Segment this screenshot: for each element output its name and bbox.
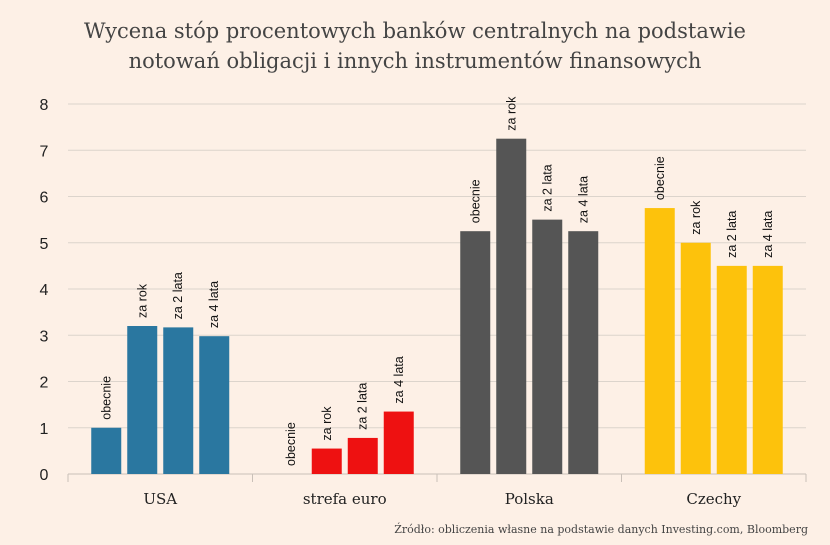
bar bbox=[383, 411, 414, 474]
bar bbox=[496, 138, 527, 474]
bar-label: obecnie bbox=[653, 156, 667, 200]
bar-label: obecnie bbox=[284, 422, 298, 466]
y-tick-label: 4 bbox=[40, 282, 49, 299]
y-tick-label: 7 bbox=[40, 143, 49, 160]
bar bbox=[644, 208, 675, 474]
bar bbox=[91, 427, 122, 474]
y-tick-label: 5 bbox=[40, 236, 49, 253]
bar bbox=[127, 326, 158, 474]
bar bbox=[311, 448, 342, 474]
bar bbox=[680, 242, 711, 474]
bars: obecnie za rok za 2 lata za 4 lata obecnie za… bbox=[91, 96, 783, 474]
chart-title-line-2: notowań obligacji i innych instrumentów … bbox=[129, 49, 702, 73]
bar bbox=[752, 265, 783, 474]
bar-label: za 4 lata bbox=[207, 281, 221, 328]
chart-title-line-1: Wycena stóp procentowych banków centraln… bbox=[84, 19, 746, 43]
bar-label: za 2 lata bbox=[356, 383, 370, 430]
source-note: Źródło: obliczenia własne na podstawie d… bbox=[394, 522, 808, 536]
bar-label: za rok bbox=[689, 200, 703, 235]
bar bbox=[460, 231, 491, 474]
bar-label: za 4 lata bbox=[576, 176, 590, 223]
bar-label: za 4 lata bbox=[761, 211, 775, 258]
category-label: strefa euro bbox=[303, 490, 387, 508]
category-label: Czechy bbox=[686, 490, 741, 508]
bar-label: za 2 lata bbox=[725, 211, 739, 258]
bar-label: za 4 lata bbox=[392, 356, 406, 403]
bar bbox=[199, 336, 230, 474]
bar-label: obecnie bbox=[468, 179, 482, 223]
y-tick-label: 1 bbox=[40, 421, 49, 438]
category-label: USA bbox=[143, 490, 177, 508]
bar-label: za rok bbox=[135, 283, 149, 318]
y-tick-label: 0 bbox=[40, 467, 49, 484]
y-tick-label: 3 bbox=[40, 328, 49, 345]
bar bbox=[568, 231, 599, 474]
y-tick-label: 8 bbox=[40, 97, 49, 114]
y-tick-label: 2 bbox=[40, 375, 49, 392]
bar-label: za rok bbox=[504, 96, 518, 131]
bar-label: za 2 lata bbox=[540, 164, 554, 211]
bar bbox=[163, 327, 194, 474]
bar-label: za 2 lata bbox=[171, 272, 185, 319]
category-label: Polska bbox=[505, 490, 554, 508]
y-tick-label: 6 bbox=[40, 190, 49, 207]
bar bbox=[716, 265, 747, 474]
bar bbox=[347, 437, 378, 474]
bar bbox=[532, 219, 563, 474]
bar-label: za rok bbox=[320, 406, 334, 441]
bar-label: obecnie bbox=[99, 376, 113, 420]
